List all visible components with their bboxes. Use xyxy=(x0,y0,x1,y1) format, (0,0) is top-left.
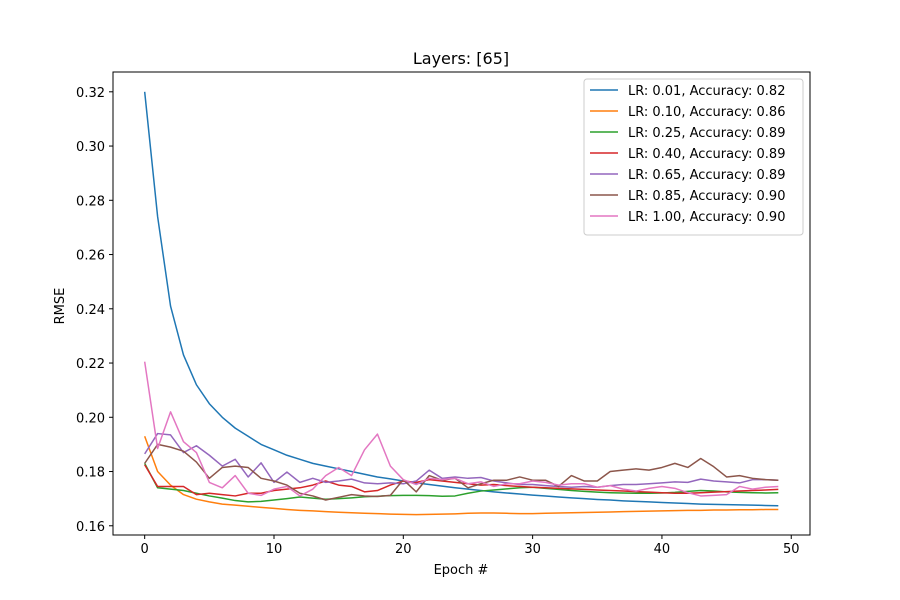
x-tick-label: 30 xyxy=(524,542,541,557)
chart-title: Layers: [65] xyxy=(413,49,509,68)
y-tick-label: 0.26 xyxy=(76,249,105,264)
y-tick-label: 0.20 xyxy=(76,411,105,426)
series-line-2 xyxy=(143,436,779,516)
y-tick-label: 0.32 xyxy=(76,86,105,101)
x-tick-label: 20 xyxy=(395,542,412,557)
series-line-7 xyxy=(143,361,779,497)
series-line-1 xyxy=(143,91,779,507)
x-tick-label: 10 xyxy=(266,542,283,557)
x-axis-title: Epoch # xyxy=(434,563,489,578)
legend-label: LR: 0.01, Accuracy: 0.82 xyxy=(628,84,785,99)
legend-label: LR: 0.40, Accuracy: 0.89 xyxy=(628,147,785,162)
plot-area: 0 10 20 30 40 50 0.16 0.18 0.20 0.22 0.24 0.26 0.28 0… xyxy=(76,71,811,557)
legend: LR: 0.01, Accuracy: 0.82 LR: 0.10, Accura… xyxy=(583,78,804,236)
legend-label: LR: 0.10, Accuracy: 0.86 xyxy=(628,105,785,120)
x-tick-label: 40 xyxy=(654,542,671,557)
legend-box xyxy=(583,78,804,236)
x-tick-label: 0 xyxy=(141,542,149,557)
series-line-5 xyxy=(144,432,779,489)
legend-label: LR: 0.65, Accuracy: 0.89 xyxy=(628,168,785,183)
legend-label: LR: 0.25, Accuracy: 0.89 xyxy=(628,126,785,141)
y-tick-label: 0.28 xyxy=(76,194,105,209)
y-tick-label: 0.18 xyxy=(76,466,105,481)
x-tick-label: 50 xyxy=(783,542,800,557)
legend-label: LR: 0.85, Accuracy: 0.90 xyxy=(628,189,785,204)
y-tick-label: 0.22 xyxy=(76,357,105,372)
y-tick-label: 0.16 xyxy=(76,520,105,535)
series-line-6 xyxy=(144,443,779,501)
y-tick-label: 0.30 xyxy=(76,140,105,155)
axes-frame xyxy=(112,71,811,536)
legend-label: LR: 1.00, Accuracy: 0.90 xyxy=(628,210,785,225)
y-axis-title: RMSE xyxy=(53,288,68,325)
y-tick-label: 0.24 xyxy=(76,303,105,318)
